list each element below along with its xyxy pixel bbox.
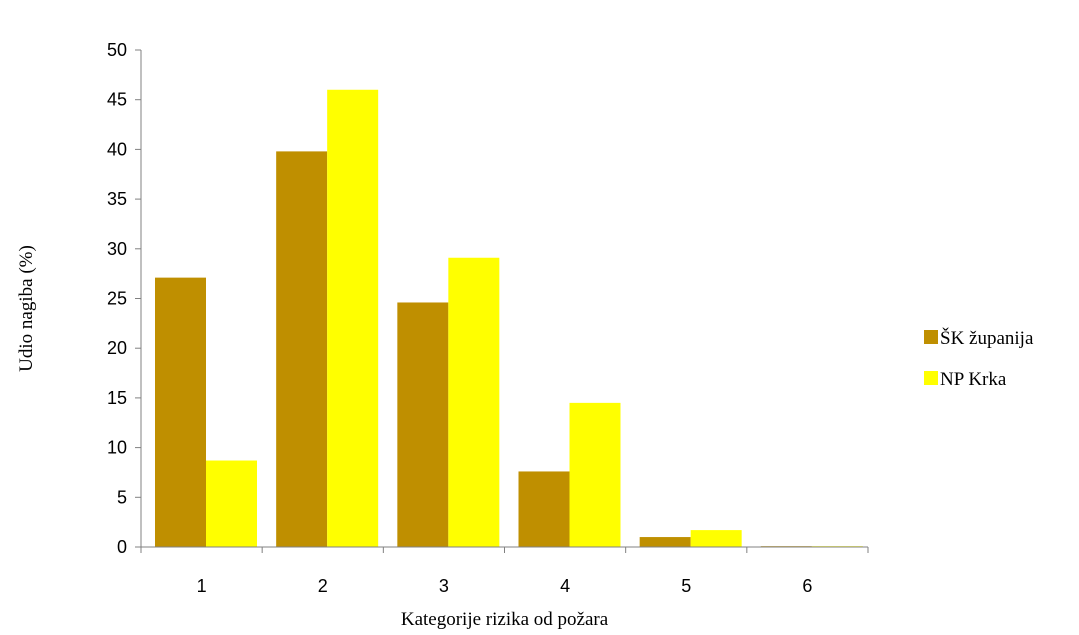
y-axis-title: Udio nagiba (%) xyxy=(16,245,37,372)
y-tick-label: 35 xyxy=(107,189,127,209)
y-ticks-group: 0 5 10 15 20 25 30 35 40 45 50 xyxy=(107,40,141,557)
legend-swatch-series2 xyxy=(924,371,938,385)
bar-series2-cat-3 xyxy=(448,257,500,547)
x-ticks-group: 1 2 3 4 5 6 xyxy=(140,547,869,596)
x-axis-title: Kategorije rizika od požara xyxy=(401,609,609,630)
legend-label-series2: NP Krka xyxy=(940,369,1007,390)
bar-series1-cat-5 xyxy=(639,537,691,547)
y-tick-label: 50 xyxy=(107,40,127,60)
y-tick-label: 10 xyxy=(107,438,127,458)
y-tick-label: 40 xyxy=(107,139,127,159)
bars-group xyxy=(155,89,863,547)
y-tick-label: 15 xyxy=(107,388,127,408)
x-tick-label: 5 xyxy=(681,576,691,596)
bar-series2-cat-5 xyxy=(690,530,742,547)
y-tick-label: 30 xyxy=(107,239,127,259)
legend: ŠK županija NP Krka xyxy=(924,327,1034,390)
y-tick-label: 20 xyxy=(107,338,127,358)
bar-series1-cat-1 xyxy=(155,277,206,547)
legend-swatch-series1 xyxy=(924,330,938,344)
bar-series1-cat-3 xyxy=(397,302,449,547)
bar-series2-cat-4 xyxy=(569,402,621,547)
y-tick-label: 45 xyxy=(107,90,127,110)
x-tick-label: 1 xyxy=(197,576,207,596)
bar-series1-cat-4 xyxy=(518,471,570,547)
x-tick-label: 6 xyxy=(802,576,812,596)
x-tick-label: 4 xyxy=(560,576,570,596)
y-tick-label: 5 xyxy=(117,487,127,507)
x-tick-label: 3 xyxy=(439,576,449,596)
y-tick-label: 25 xyxy=(107,289,127,309)
legend-label-series1: ŠK županija xyxy=(940,327,1034,349)
bar-series1-cat-2 xyxy=(276,151,328,547)
bar-series2-cat-2 xyxy=(327,89,379,547)
bar-series2-cat-1 xyxy=(206,460,257,547)
y-tick-label: 0 xyxy=(117,537,127,557)
x-tick-label: 2 xyxy=(318,576,328,596)
